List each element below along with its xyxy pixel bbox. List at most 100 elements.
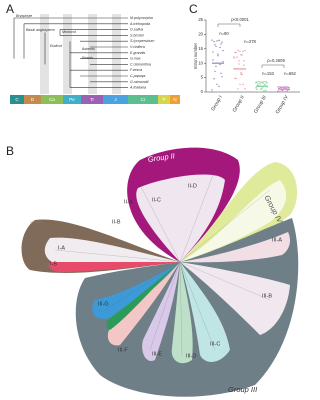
group-label: Group I	[5, 230, 19, 256]
point	[277, 90, 279, 92]
species-label: C.papaya	[130, 74, 145, 78]
group-label: Group II	[147, 151, 175, 164]
point	[286, 90, 288, 92]
group-label: Group IV	[275, 94, 291, 115]
period	[170, 95, 180, 104]
point	[221, 41, 223, 43]
annotation: n=662	[284, 71, 296, 76]
point	[216, 83, 218, 85]
subclade-label: I-A	[58, 245, 65, 251]
panel-label: B	[6, 144, 14, 158]
period	[81, 95, 103, 104]
period-label: J	[114, 97, 116, 102]
point	[214, 44, 216, 46]
point	[264, 84, 266, 86]
point	[219, 63, 221, 66]
annotation: p=0.2609	[267, 58, 285, 63]
point	[213, 78, 215, 80]
clade-label: Rosids	[82, 56, 93, 60]
clade-label: Monocot	[62, 30, 77, 34]
subclade-label: I-B	[50, 261, 57, 267]
bracket	[261, 64, 285, 68]
point	[263, 90, 265, 92]
point	[234, 51, 236, 54]
phylogeny	[13, 17, 128, 88]
point	[217, 53, 219, 55]
point	[241, 54, 243, 56]
point	[256, 88, 258, 91]
point	[260, 88, 262, 91]
period-label: N	[173, 97, 176, 102]
point	[220, 72, 222, 75]
period-label: Tr	[90, 97, 95, 102]
point	[263, 81, 265, 83]
y-tick-label: 5	[201, 75, 204, 80]
point	[237, 88, 239, 90]
species-label: A.trichopoda	[129, 22, 150, 26]
period	[41, 95, 63, 104]
species-label: G.max	[130, 57, 141, 61]
point	[279, 90, 281, 93]
species-label: S.bicolor	[130, 33, 145, 37]
species-label: G.raimondii	[130, 80, 149, 84]
point	[238, 63, 240, 65]
y-tick-label: 25	[198, 17, 203, 22]
group-label: Group III	[228, 385, 257, 394]
point	[241, 73, 243, 75]
figure: A C D Ca Pe Tr J Cr P N C 0 5 10 15 20 25 Intron numbe…	[5, 2, 300, 397]
period	[128, 95, 158, 104]
point	[243, 64, 245, 66]
point	[236, 56, 238, 58]
point	[214, 70, 216, 73]
point	[233, 57, 235, 59]
point	[238, 60, 240, 62]
point	[280, 86, 282, 89]
point	[219, 46, 221, 49]
point	[212, 51, 214, 53]
point	[213, 40, 215, 43]
group-label: Group III	[253, 95, 268, 115]
point	[262, 82, 264, 84]
point	[239, 50, 241, 53]
point	[218, 39, 220, 42]
period	[158, 95, 170, 104]
subclade-label: II-D	[188, 183, 197, 189]
point	[255, 81, 257, 84]
annotation: n=278	[244, 39, 256, 44]
point	[284, 91, 286, 93]
point	[279, 86, 281, 88]
annotation: p<0.0001	[231, 17, 249, 22]
point	[257, 83, 259, 85]
subclade-label: III-E	[152, 351, 162, 357]
species-label: C.clementina	[130, 62, 151, 66]
point	[244, 49, 246, 52]
point	[283, 87, 285, 89]
point	[235, 51, 237, 54]
point	[261, 81, 263, 84]
point	[282, 86, 284, 88]
point	[220, 43, 222, 45]
dot-plot: 0 5 10 15 20 25 Intron number Group I Group II Gr…	[193, 17, 300, 115]
point	[222, 49, 224, 52]
period-label: P	[162, 97, 165, 102]
species-label: V.vinifera	[130, 45, 145, 49]
point	[218, 85, 220, 88]
panel-label: A	[6, 2, 14, 16]
point	[266, 82, 268, 84]
point	[242, 50, 244, 53]
y-axis-label: Intron number	[193, 42, 198, 69]
species-label: A.thaliana	[129, 86, 146, 90]
y-tick-label: 0	[201, 89, 204, 94]
species-label: S.lycopersicum	[130, 39, 154, 43]
period-label: D	[31, 97, 35, 102]
point	[287, 86, 289, 88]
period	[63, 95, 81, 104]
y-tick-label: 15	[198, 46, 203, 51]
point	[211, 39, 213, 41]
group-label: Group I	[210, 95, 224, 112]
clade-label: Eudicot	[50, 44, 63, 48]
bracket	[217, 23, 241, 27]
point	[211, 89, 213, 91]
point	[258, 91, 260, 93]
point	[255, 87, 257, 89]
